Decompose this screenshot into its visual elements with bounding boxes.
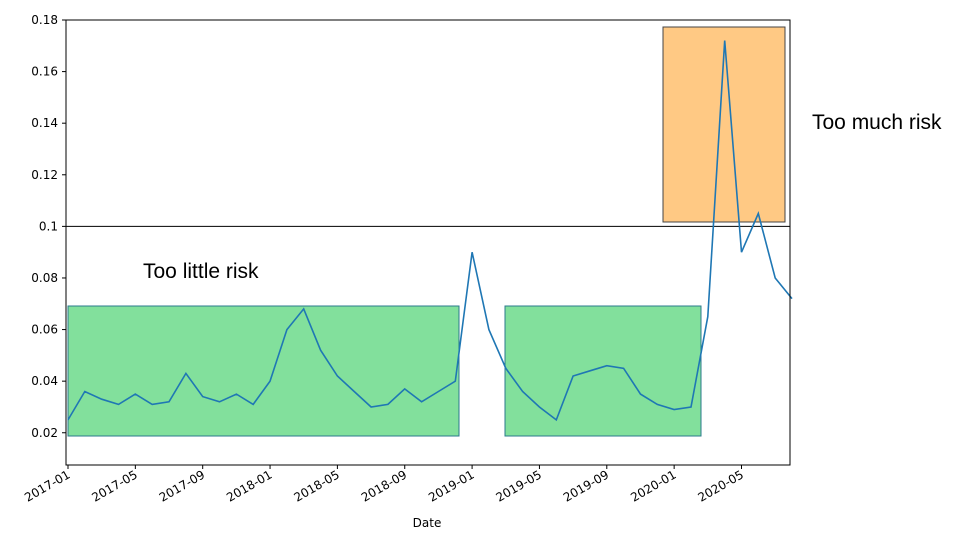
x-tick-label: 2017-09: [157, 467, 207, 504]
annotation: Too much risk: [812, 111, 942, 134]
y-tick-label: 0.18: [31, 13, 58, 27]
y-tick-label: 0.04: [31, 374, 58, 388]
y-tick-label: 0.14: [31, 116, 58, 130]
x-tick-label: 2020-01: [628, 467, 678, 504]
x-tick-label: 2018-05: [291, 467, 341, 504]
x-tick-label: 2017-05: [89, 467, 139, 504]
y-tick-label: 0.02: [31, 426, 58, 440]
y-tick-label: 0.08: [31, 271, 58, 285]
x-axis-label: Date: [413, 516, 442, 530]
y-tick-label: 0.16: [31, 65, 58, 79]
annotation: Too little risk: [143, 260, 259, 283]
box-low-risk: [67, 305, 460, 437]
x-tick-label: 2019-05: [494, 467, 544, 504]
x-tick-label: 2019-01: [426, 467, 476, 504]
y-tick-label: 0.12: [31, 168, 58, 182]
x-tick-label: 2018-01: [224, 467, 274, 504]
y-tick-label: 0.1: [39, 219, 58, 233]
x-tick-label: 2020-05: [696, 467, 746, 504]
box-low-risk: [504, 305, 702, 437]
x-tick-label: 2018-09: [359, 467, 409, 504]
x-tick-label: 2017-01: [22, 467, 72, 504]
data-line: [67, 40, 793, 422]
plot-frame: [65, 19, 791, 466]
y-tick-label: 0.06: [31, 323, 58, 337]
x-tick-label: 2019-09: [561, 467, 611, 504]
